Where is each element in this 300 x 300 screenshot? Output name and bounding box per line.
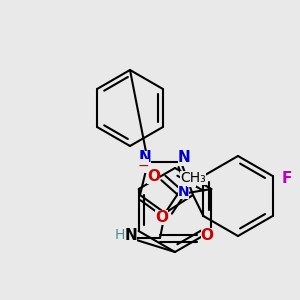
Text: N: N bbox=[178, 151, 190, 166]
Text: O: O bbox=[147, 169, 160, 184]
Text: O: O bbox=[155, 211, 168, 226]
Text: H: H bbox=[115, 228, 125, 242]
Text: N: N bbox=[178, 185, 189, 199]
Text: O: O bbox=[200, 227, 214, 242]
Text: N: N bbox=[124, 227, 137, 242]
Text: −: − bbox=[138, 159, 149, 173]
Text: CH₃: CH₃ bbox=[180, 171, 206, 185]
Text: N: N bbox=[139, 151, 152, 166]
Text: +: + bbox=[187, 177, 196, 187]
Text: F: F bbox=[281, 172, 292, 187]
